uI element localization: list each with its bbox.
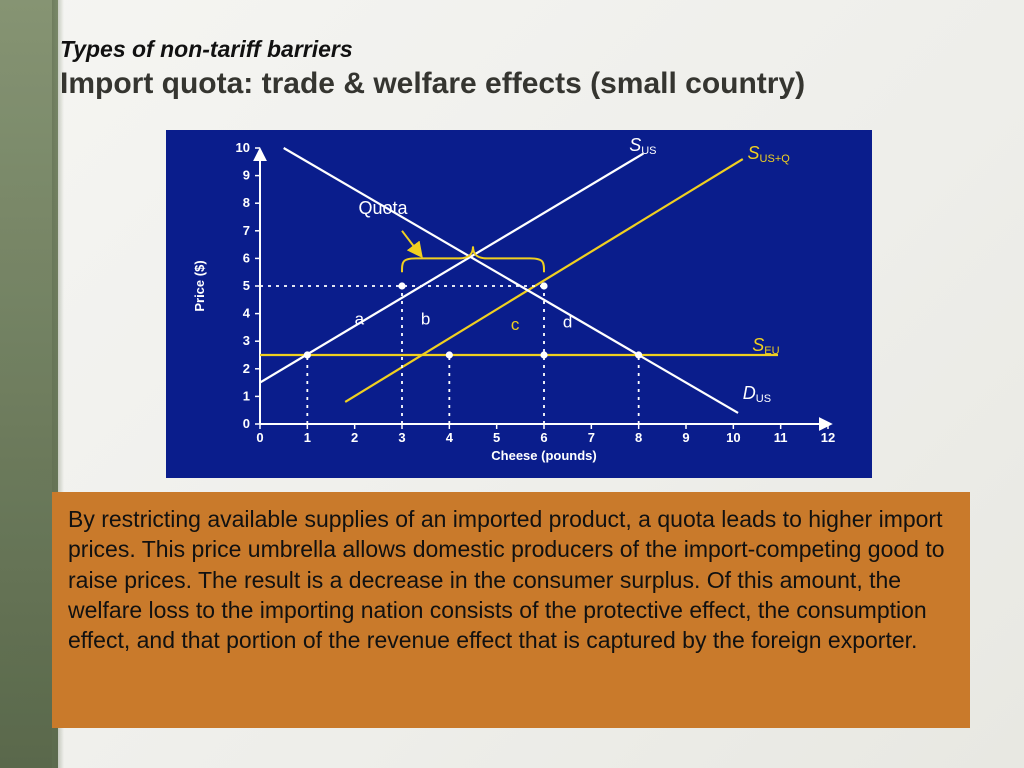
svg-text:5: 5 — [493, 430, 500, 445]
svg-text:SUS+Q: SUS+Q — [748, 143, 791, 165]
chart-container: 0123456789100123456789101112Cheese (poun… — [166, 130, 872, 478]
svg-text:SEU: SEU — [752, 335, 779, 357]
svg-text:1: 1 — [243, 388, 250, 403]
svg-text:Price ($): Price ($) — [192, 260, 207, 311]
main-title: Import quota: trade & welfare effects (s… — [60, 67, 960, 101]
svg-text:12: 12 — [821, 430, 835, 445]
svg-text:10: 10 — [236, 140, 250, 155]
svg-text:3: 3 — [398, 430, 405, 445]
slide-left-accent — [0, 0, 58, 768]
svg-text:a: a — [355, 310, 365, 329]
svg-text:b: b — [421, 310, 430, 329]
svg-text:7: 7 — [243, 223, 250, 238]
svg-text:7: 7 — [588, 430, 595, 445]
svg-text:DUS: DUS — [743, 383, 771, 405]
svg-text:0: 0 — [243, 416, 250, 431]
svg-text:6: 6 — [243, 250, 250, 265]
svg-text:8: 8 — [243, 195, 250, 210]
svg-text:Quota: Quota — [359, 198, 409, 218]
svg-text:4: 4 — [446, 430, 454, 445]
svg-text:4: 4 — [243, 306, 251, 321]
svg-text:3: 3 — [243, 333, 250, 348]
svg-text:10: 10 — [726, 430, 740, 445]
svg-text:2: 2 — [351, 430, 358, 445]
svg-text:1: 1 — [304, 430, 311, 445]
svg-text:Cheese (pounds): Cheese (pounds) — [491, 448, 596, 463]
svg-text:d: d — [563, 312, 572, 331]
body-text-box: By restricting available supplies of an … — [52, 492, 970, 728]
body-text: By restricting available supplies of an … — [68, 504, 956, 656]
title-block: Types of non-tariff barriers Import quot… — [60, 36, 960, 101]
svg-text:5: 5 — [243, 278, 250, 293]
svg-text:9: 9 — [243, 168, 250, 183]
svg-text:8: 8 — [635, 430, 642, 445]
svg-text:6: 6 — [540, 430, 547, 445]
svg-text:11: 11 — [774, 430, 788, 445]
svg-text:c: c — [511, 315, 520, 334]
eyebrow-title: Types of non-tariff barriers — [60, 36, 960, 63]
svg-text:0: 0 — [256, 430, 263, 445]
svg-text:2: 2 — [243, 361, 250, 376]
svg-text:SUS: SUS — [629, 135, 656, 157]
quota-chart: 0123456789100123456789101112Cheese (poun… — [166, 130, 872, 478]
svg-text:9: 9 — [682, 430, 689, 445]
